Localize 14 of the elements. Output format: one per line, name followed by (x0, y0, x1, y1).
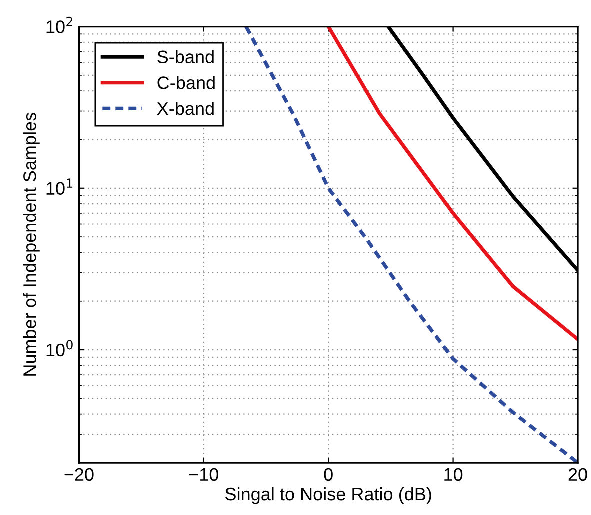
x-tick-label: −10 (189, 468, 219, 482)
x-tick-label: 10 (444, 468, 463, 482)
line-series (326, 26, 578, 342)
x-tick-label: 20 (568, 468, 588, 482)
legend-label: S-band (158, 50, 214, 64)
y-axis-title: Number of Independent Samples (23, 113, 40, 376)
legend-label: X-band (157, 102, 214, 116)
x-axis-title: Singal to Noise Ratio (dB) (226, 487, 432, 504)
x-tick-label: −20 (64, 468, 94, 482)
y-tick-label: 10$^{0}$ (46, 340, 73, 357)
y-tick-label: 10$^{2}$ (46, 16, 72, 34)
x-tick-label: 0 (324, 468, 333, 482)
y-tick-label: 10$^{1}$ (46, 178, 73, 195)
legend-label: C-band (158, 76, 215, 90)
